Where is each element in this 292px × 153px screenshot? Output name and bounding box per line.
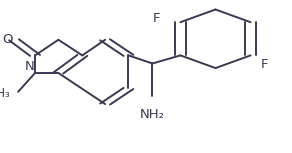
- Text: NH₂: NH₂: [140, 108, 165, 121]
- Text: F: F: [152, 12, 160, 25]
- Text: N: N: [24, 60, 34, 73]
- Text: O: O: [2, 33, 12, 46]
- Text: CH₃: CH₃: [0, 87, 11, 100]
- Text: F: F: [260, 58, 268, 71]
